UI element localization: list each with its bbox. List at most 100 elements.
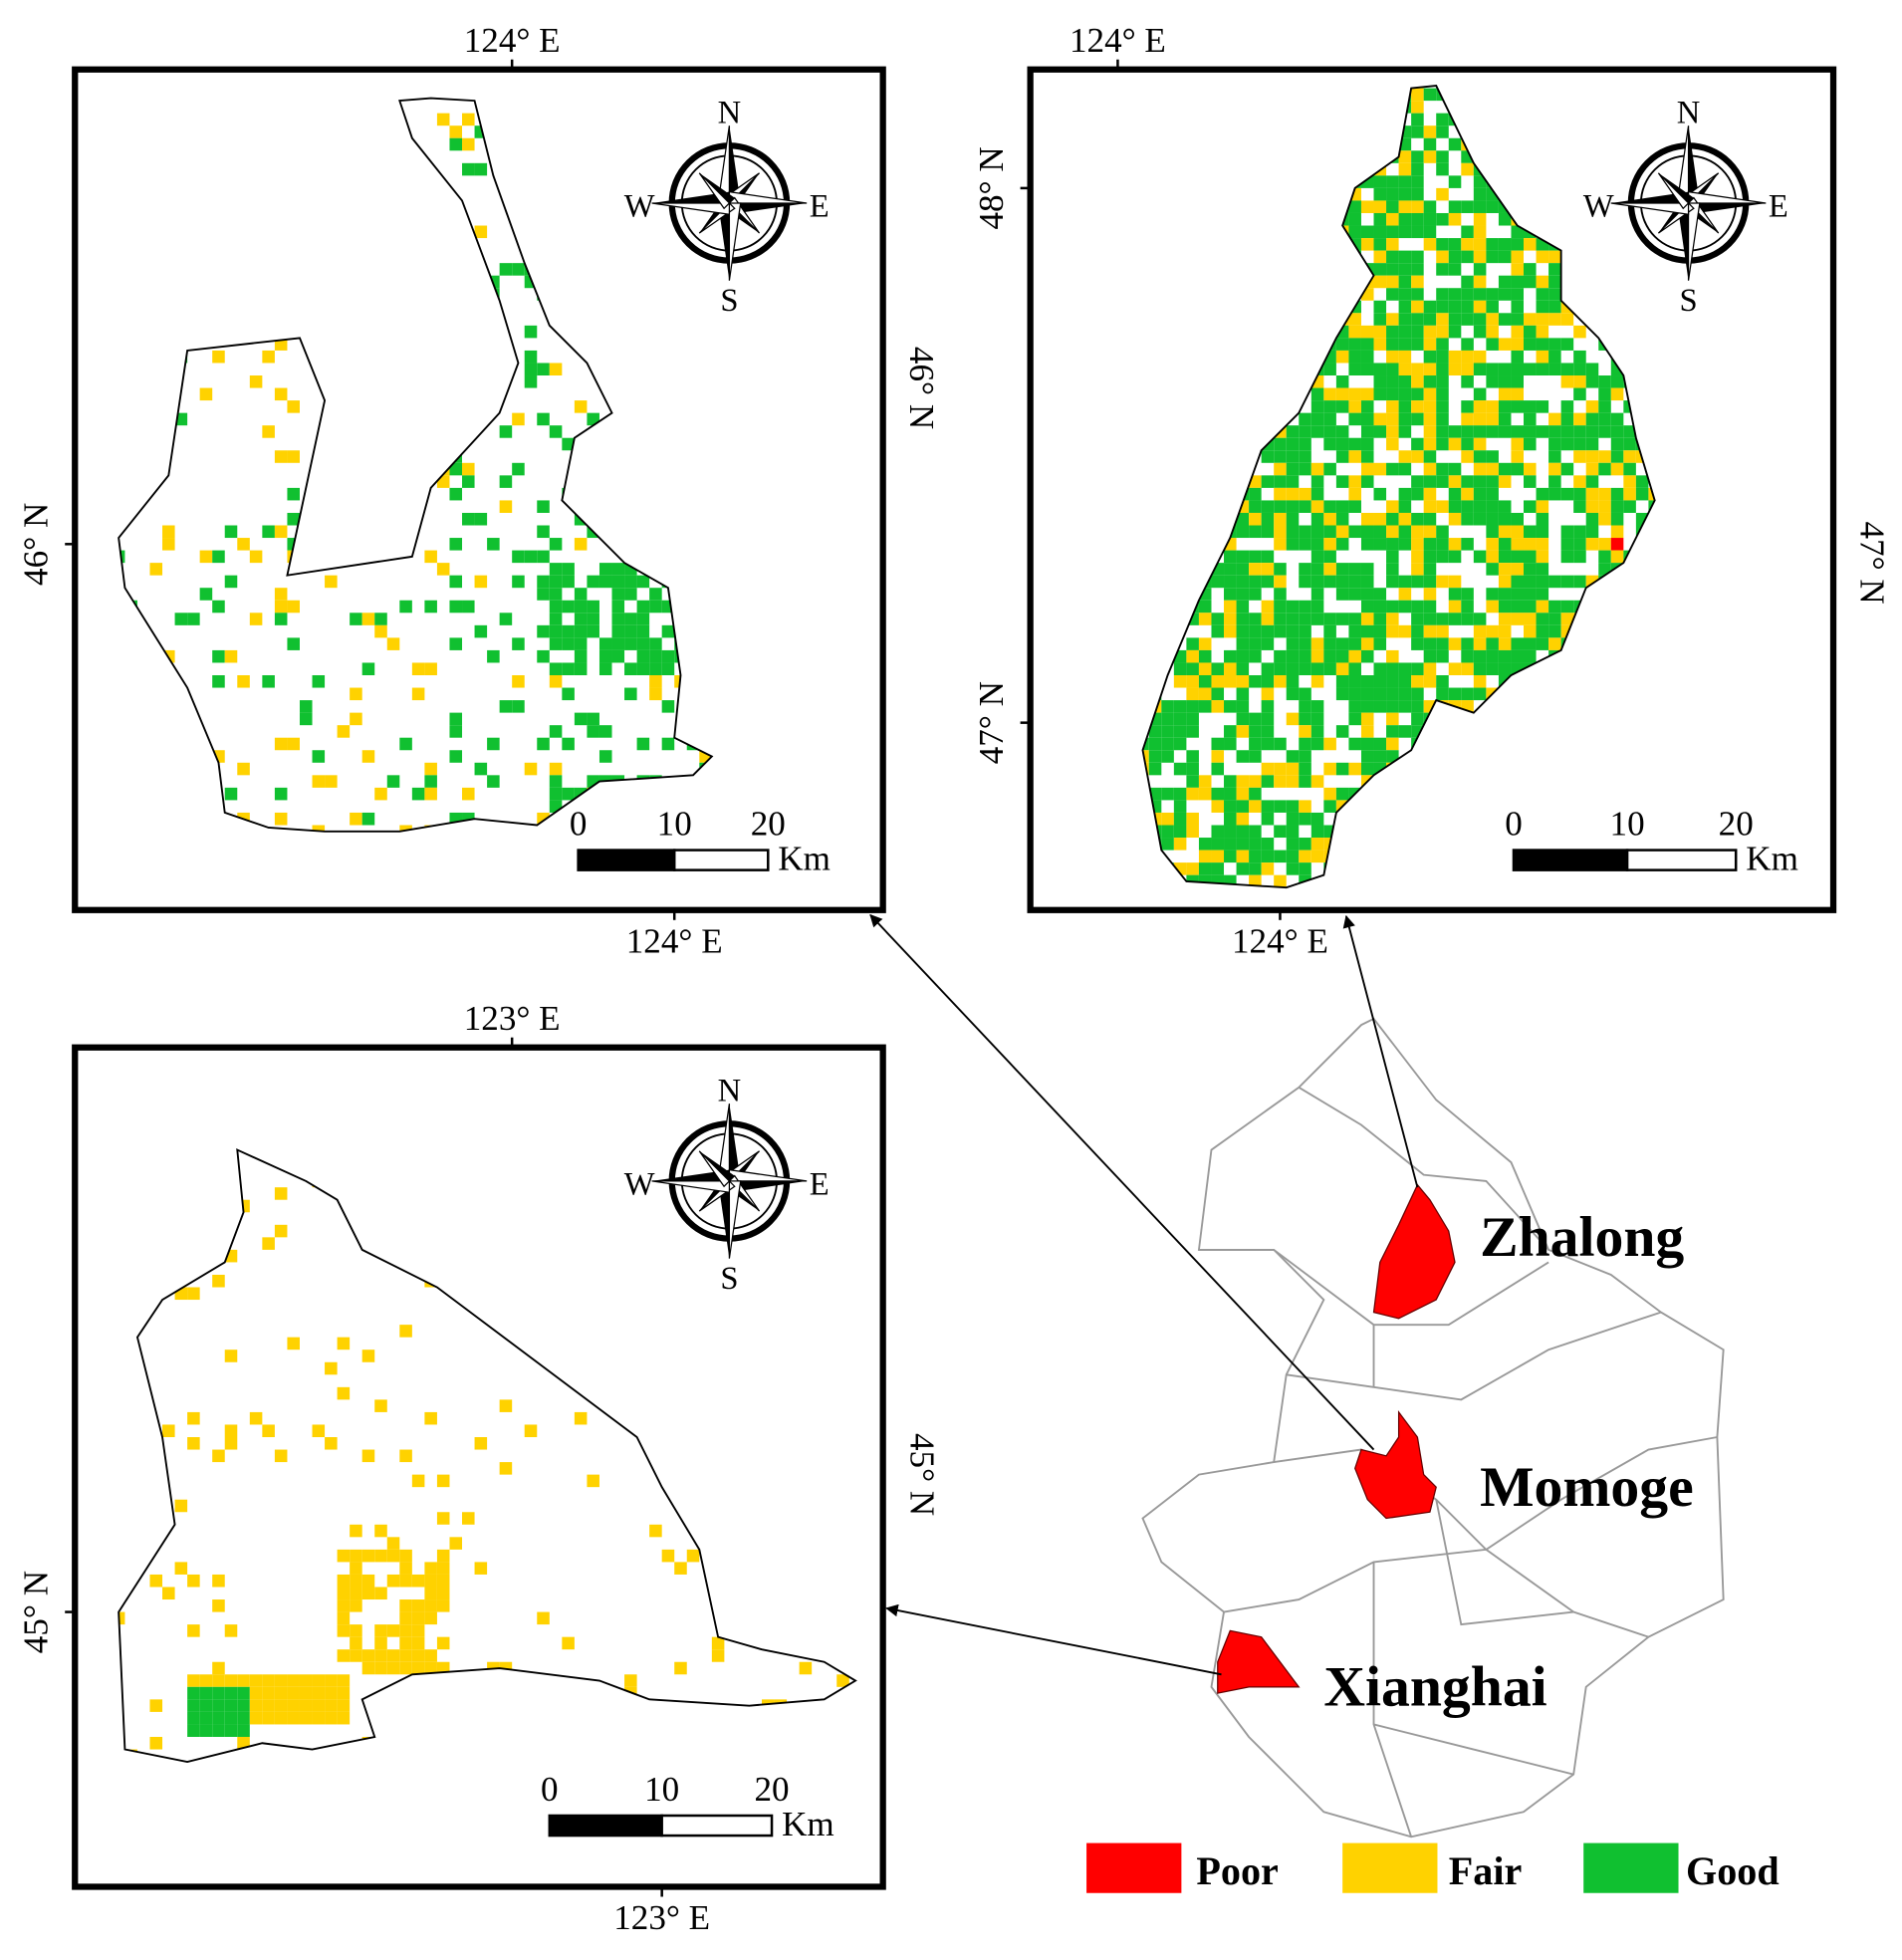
class-pixel (562, 662, 575, 675)
class-pixel (1536, 350, 1549, 364)
class-pixel (224, 525, 238, 539)
class-pixel (1573, 387, 1586, 401)
scale-bar-black (548, 1814, 663, 1838)
compass-letter: S (720, 1261, 738, 1297)
class-pixel (361, 1574, 375, 1588)
class-pixel (1461, 687, 1474, 701)
class-pixel (512, 700, 525, 713)
class-pixel (1274, 674, 1287, 688)
class-pixel (549, 612, 563, 625)
scale-bar-black (577, 849, 676, 871)
class-pixel (1310, 512, 1324, 526)
class-pixel (1373, 363, 1387, 376)
class-pixel (1398, 175, 1412, 188)
class-pixel (549, 775, 563, 788)
class-pixel (325, 775, 338, 788)
class-pixel (1323, 462, 1336, 476)
class-pixel (1286, 462, 1300, 476)
class-pixel (399, 1574, 412, 1588)
class-pixel (1373, 588, 1387, 601)
class-pixel (1323, 662, 1336, 675)
class-pixel (436, 1549, 450, 1563)
class-pixel (1261, 700, 1275, 713)
class-pixel (1473, 187, 1487, 201)
class-pixel (1335, 425, 1349, 438)
class-pixel (1186, 750, 1199, 763)
class-pixel (1299, 687, 1311, 701)
class-pixel (1398, 588, 1412, 601)
class-pixel (386, 637, 400, 650)
class-pixel (1473, 612, 1487, 625)
class-pixel (1224, 563, 1237, 576)
class-pixel (574, 662, 588, 675)
class-pixel (1299, 600, 1311, 613)
class-pixel (1423, 88, 1437, 102)
compass-point (651, 191, 730, 203)
class-pixel (1249, 500, 1262, 513)
class-pixel (1411, 88, 1424, 102)
class-pixel (199, 387, 213, 401)
class-pixel (1236, 825, 1250, 839)
class-pixel (1274, 500, 1287, 513)
class-pixel (1360, 200, 1374, 213)
class-pixel (325, 575, 338, 589)
class-pixel (1348, 500, 1361, 513)
class-pixel (1173, 662, 1187, 675)
class-pixel (1360, 762, 1374, 776)
class-pixel (1236, 624, 1250, 638)
class-pixel (1386, 563, 1399, 576)
class-pixel (487, 649, 500, 663)
class-pixel (212, 1661, 225, 1675)
class-pixel (1473, 250, 1487, 264)
class-pixel (1423, 550, 1437, 564)
class-pixel (1436, 687, 1449, 701)
class-pixel (1423, 525, 1437, 539)
scale-label: 20 (751, 805, 786, 844)
class-pixel (1161, 838, 1174, 851)
class-pixel (1323, 550, 1336, 564)
class-pixel (1548, 288, 1561, 301)
class-pixel (1360, 400, 1374, 413)
class-pixel (386, 775, 400, 788)
class-pixel (224, 649, 238, 663)
class-pixel (1585, 475, 1599, 488)
class-pixel (1411, 687, 1424, 701)
class-pixel (1423, 575, 1437, 589)
class-pixel (1448, 212, 1462, 226)
class-pixel (636, 600, 650, 613)
class-pixel (350, 1562, 362, 1575)
class-pixel (611, 637, 625, 650)
class-pixel (474, 1437, 488, 1450)
class-pixel (611, 612, 625, 625)
class-pixel (187, 1411, 200, 1425)
class-pixel (1436, 575, 1449, 589)
pointer-arrow (1342, 914, 1419, 1188)
class-pixel (1348, 200, 1361, 213)
class-pixel (1373, 250, 1387, 264)
class-pixel (249, 1411, 263, 1425)
class-pixel (1498, 538, 1512, 551)
class-pixel (1398, 662, 1412, 675)
class-pixel (1249, 512, 1262, 526)
county-boundary (1435, 1499, 1574, 1626)
class-pixel (1224, 838, 1237, 851)
class-pixel (1360, 700, 1374, 713)
class-pixel (1286, 538, 1300, 551)
class-pixel (1249, 487, 1262, 501)
class-pixel (1411, 263, 1424, 276)
class-pixel (1286, 649, 1300, 663)
class-pixel (1423, 400, 1437, 413)
class-pixel (1360, 687, 1374, 701)
class-pixel (1486, 600, 1499, 613)
class-pixel (1198, 838, 1212, 851)
class-pixel (1598, 375, 1611, 388)
class-pixel (1548, 313, 1561, 326)
class-pixel (1299, 500, 1311, 513)
scale-unit: Km (782, 1805, 834, 1843)
class-pixel (1398, 162, 1412, 176)
class-pixel (1373, 600, 1387, 613)
class-pixel (562, 787, 575, 801)
class-pixel (1249, 825, 1262, 839)
class-pixel (1486, 637, 1499, 650)
